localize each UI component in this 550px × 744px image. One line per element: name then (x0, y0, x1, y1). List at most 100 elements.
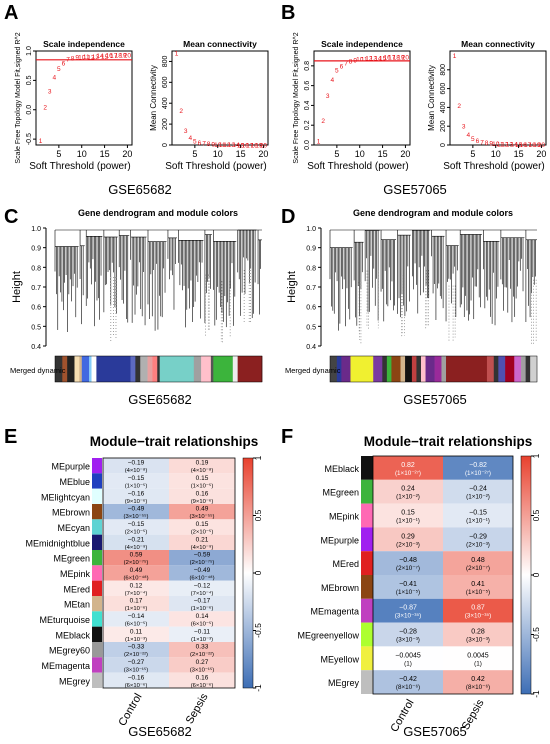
chart-d-dendrogram: Gene dendrogram and module colors 1.0 0.9 0… (285, 208, 538, 383)
y-tick-label: 0.7 (306, 285, 316, 292)
cell-pvalue: (2×10⁻²²) (124, 652, 148, 658)
heatmap-cell (373, 598, 443, 623)
cell-value: −0.14 (128, 613, 145, 620)
heatmap-cell (169, 580, 235, 596)
data-point: 12 (501, 141, 509, 148)
cell-value: 0.49 (196, 506, 209, 513)
data-point: 6 (198, 140, 202, 147)
cell-pvalue: (1×10⁻⁵) (125, 483, 148, 490)
x-tick-label: 20 (536, 149, 546, 159)
y-tick-label: 1.0 (31, 226, 41, 233)
row-label: MEred (63, 584, 90, 594)
heatmap-cell (103, 519, 169, 535)
chart-title: Module−trait relationships (364, 434, 532, 449)
cell-pvalue: (3×10⁻³) (396, 637, 420, 644)
data-point: 11 (361, 56, 368, 63)
module-swatch (361, 598, 373, 623)
heatmap-cell (443, 670, 513, 694)
row-label: MEblack (324, 464, 359, 474)
legend-tick-label: -0.5 (531, 627, 541, 642)
chart-title: Gene dendrogram and module colors (353, 208, 513, 218)
heatmap-cell (443, 527, 513, 552)
heatmap-cell (103, 657, 169, 673)
cell-pvalue: (6×10⁻⁶) (125, 682, 148, 689)
row-label: MEyellow (320, 654, 359, 664)
module-color-segment (232, 356, 238, 382)
heatmap-cell (373, 479, 443, 504)
panel-letter-c: C (4, 206, 19, 228)
y-tick-label: 800 (440, 64, 447, 76)
cell-value: 0.41 (471, 581, 485, 588)
data-point: 17 (388, 54, 396, 61)
cell-pvalue: (2×10⁻⁵) (125, 529, 148, 536)
cell-value: 0.82 (401, 462, 415, 469)
data-point: 6 (476, 138, 480, 145)
data-point: 2 (457, 103, 461, 110)
module-color-segment (67, 356, 75, 382)
row-label: MEpink (60, 569, 91, 579)
heatmap-cell (443, 503, 513, 528)
data-point: 17 (524, 142, 532, 149)
cell-value: 0.59 (130, 552, 143, 559)
module-swatch (92, 565, 102, 581)
cell-value: 0.16 (196, 674, 209, 681)
heatmap-cell (373, 503, 443, 528)
module-color-segment (350, 356, 374, 382)
cell-value: −0.15 (469, 510, 487, 517)
cell-value: −0.15 (128, 521, 145, 528)
heatmap-cell (169, 458, 235, 474)
module-color-segment (79, 356, 83, 382)
data-point: 12 (223, 142, 231, 149)
heatmap-cell (103, 458, 169, 474)
data-point: 3 (48, 88, 52, 95)
module-color-segment (498, 356, 506, 382)
module-color-segment (521, 356, 526, 382)
y-tick-label: 0.9 (306, 246, 316, 253)
data-point: 13 (92, 54, 100, 61)
x-axis-label: Soft Threshold (power) (29, 161, 131, 172)
x-axis-label: Soft Threshold (power) (307, 161, 409, 172)
caption-f: GSE57065 (403, 724, 467, 739)
heatmap-cell (103, 626, 169, 642)
y-tick-label: 400 (162, 97, 169, 109)
data-point: 14 (510, 142, 518, 149)
chart-title: Scale independence (43, 39, 125, 49)
cell-value: −0.19 (128, 460, 145, 467)
data-point: 13 (370, 55, 378, 62)
y-tick-label: 0.6 (31, 305, 41, 312)
heatmap-cell (103, 580, 169, 596)
cell-value: −0.28 (399, 629, 417, 636)
module-swatch (92, 473, 102, 489)
data-point: 15 (101, 54, 109, 61)
heatmap-cell (103, 611, 169, 627)
row-label: MEgrey (59, 676, 91, 686)
data-point: 11 (83, 54, 90, 61)
y-tick-label: 0.8 (306, 265, 316, 272)
heatmap-cell (103, 550, 169, 566)
data-point: 16 (106, 53, 114, 60)
module-color-segment (201, 356, 212, 382)
data-point: 2 (179, 108, 183, 115)
heatmap-cell (169, 642, 235, 658)
module-color-segment (91, 356, 97, 382)
x-tick-label: 10 (491, 149, 501, 159)
data-point: 13 (228, 142, 236, 149)
heatmap-cell (169, 534, 235, 550)
module-swatch (92, 580, 102, 596)
x-tick-label: 20 (400, 149, 410, 159)
cell-pvalue: (6×10⁻⁶) (191, 682, 214, 689)
y-axis-label: Scale Free Topology Model Fit,signed R^2 (293, 32, 300, 163)
y-tick-label: 0.2 (304, 120, 311, 130)
data-point: 10 (356, 56, 364, 63)
cell-value: −0.16 (128, 674, 145, 681)
heatmap-cell (169, 596, 235, 612)
cell-pvalue: (4×10⁻⁹) (125, 544, 148, 551)
heatmap-cell (373, 527, 443, 552)
module-color-bar-frame (329, 355, 538, 383)
y-tick-label: 0.4 (304, 100, 311, 110)
x-axis-label: Soft Threshold (power) (443, 161, 545, 172)
cell-pvalue: (9×10⁻⁶) (125, 498, 148, 505)
module-color-segment (152, 356, 158, 382)
